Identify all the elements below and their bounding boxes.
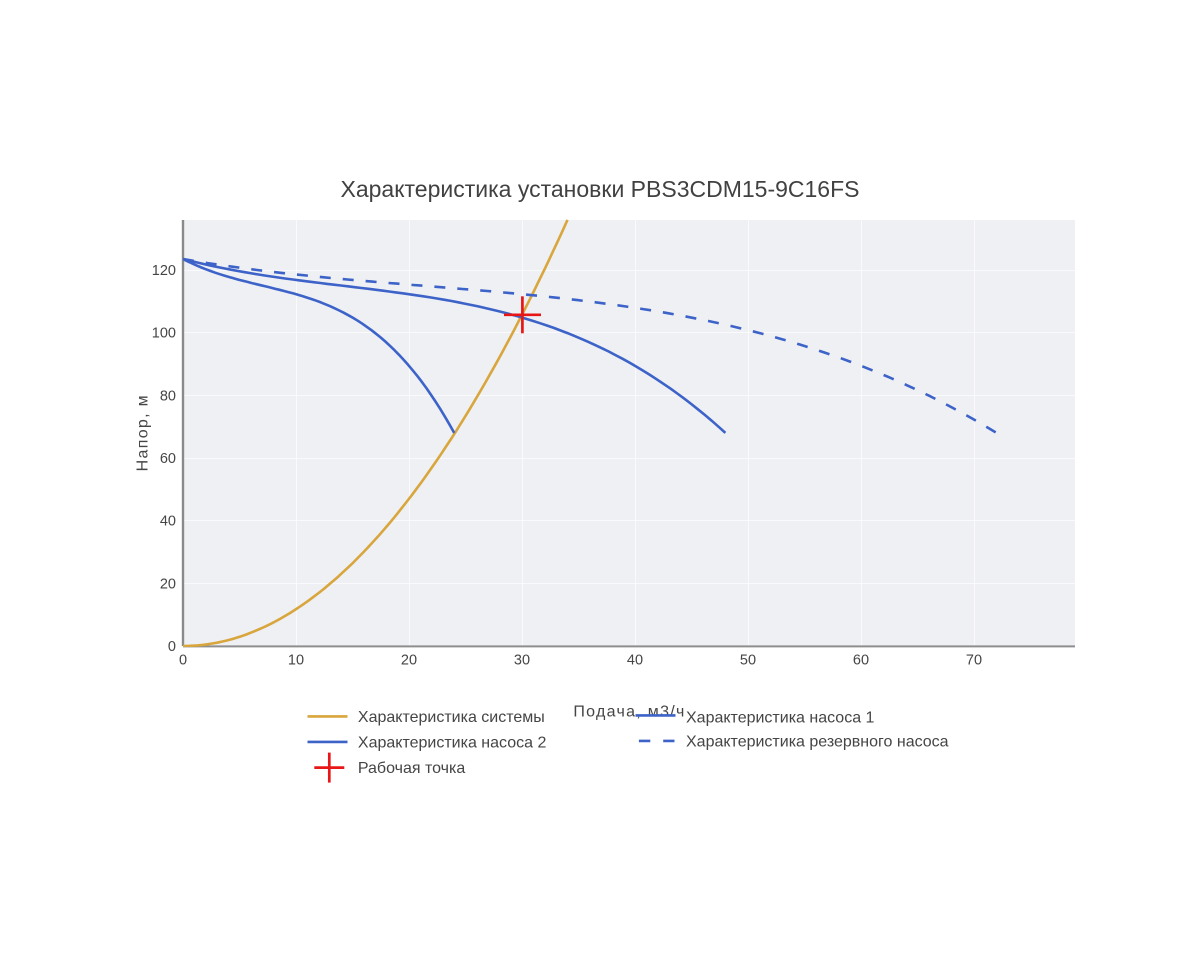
svg-text:0: 0 — [168, 639, 176, 655]
svg-text:40: 40 — [160, 514, 176, 530]
svg-text:Характеристика насоса 2: Характеристика насоса 2 — [358, 735, 547, 752]
svg-text:20: 20 — [160, 576, 176, 592]
svg-text:50: 50 — [740, 653, 756, 669]
svg-text:40: 40 — [627, 653, 643, 669]
svg-text:Характеристика насоса 1: Характеристика насоса 1 — [686, 710, 875, 727]
svg-text:30: 30 — [514, 653, 530, 669]
svg-text:Напор, м: Напор, м — [134, 394, 151, 471]
svg-text:Характеристика установки PBS3C: Характеристика установки PBS3CDM15-9C16F… — [340, 176, 859, 202]
svg-text:80: 80 — [160, 388, 176, 404]
svg-text:120: 120 — [152, 263, 176, 279]
svg-text:60: 60 — [160, 451, 176, 467]
svg-text:Характеристика резервного насо: Характеристика резервного насоса — [686, 734, 949, 751]
svg-text:60: 60 — [853, 653, 869, 669]
svg-text:0: 0 — [179, 653, 187, 669]
svg-text:Подача, м3/ч: Подача, м3/ч — [573, 703, 685, 720]
svg-text:10: 10 — [288, 653, 304, 669]
svg-text:20: 20 — [401, 653, 417, 669]
svg-text:100: 100 — [152, 326, 176, 342]
svg-text:Рабочая точка: Рабочая точка — [358, 760, 465, 777]
svg-text:Характеристика системы: Характеристика системы — [358, 709, 545, 726]
svg-text:70: 70 — [966, 653, 982, 669]
